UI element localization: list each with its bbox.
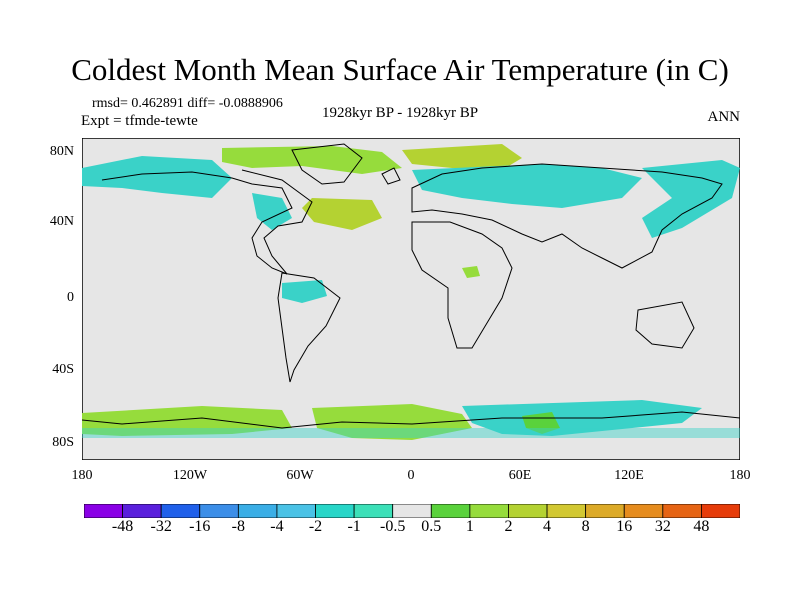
x-tick-label: 60W xyxy=(286,468,314,483)
colorbar-swatch xyxy=(430,504,471,518)
colorbar-swatch xyxy=(701,504,740,518)
colorbar-label: 32 xyxy=(654,518,671,535)
x-tick-label: 60E xyxy=(508,468,532,483)
period-text: 1928kyr BP - 1928kyr BP xyxy=(321,105,479,121)
colorbar-swatch xyxy=(199,504,239,518)
colorbar-label: 48 xyxy=(693,518,710,535)
colorbar-swatch xyxy=(662,504,702,518)
colorbar-label: -1 xyxy=(347,518,361,535)
colorbar-label: 2 xyxy=(504,518,513,535)
rmsd-diff-text: rmsd= 0.462891 diff= -0.0888906 xyxy=(92,96,283,111)
colorbar-label: -48 xyxy=(111,518,134,535)
colorbar-label: -2 xyxy=(308,518,323,535)
experiment-text: Expt = tfmde-tewte xyxy=(81,113,198,129)
colorbar-label: 0.5 xyxy=(421,518,442,535)
y-tick-label: 80S xyxy=(52,435,74,450)
y-tick-label: 40N xyxy=(49,214,74,229)
colorbar-swatch xyxy=(353,504,394,518)
colorbar-label: 1 xyxy=(465,518,474,535)
colorbar-label: -8 xyxy=(231,518,245,535)
y-tick-label: 40S xyxy=(52,362,74,377)
x-tick-label: 180 xyxy=(729,468,751,483)
colorbar xyxy=(84,504,740,518)
y-tick-label: 0 xyxy=(67,290,74,305)
x-tick-label: 120W xyxy=(172,468,208,483)
colorbar-swatch xyxy=(508,504,548,518)
colorbar-swatch xyxy=(237,504,278,518)
y-tick-label: 80N xyxy=(49,144,74,159)
colorbar-swatch xyxy=(623,504,664,518)
colorbar-label: 8 xyxy=(581,518,590,535)
colorbar-swatch xyxy=(276,504,316,518)
colorbar-label: -16 xyxy=(189,518,211,535)
colorbar-label: -0.5 xyxy=(380,518,406,535)
world-map xyxy=(82,138,740,460)
colorbar-label: 16 xyxy=(616,518,633,535)
colorbar-label: 4 xyxy=(543,518,552,535)
x-tick-label: 180 xyxy=(71,468,93,483)
colorbar-swatch xyxy=(84,504,123,518)
colorbar-swatch xyxy=(392,504,432,518)
coastlines xyxy=(82,143,740,429)
colorbar-swatch xyxy=(160,504,201,518)
colorbar-swatch xyxy=(122,504,162,518)
x-tick-label: 0 xyxy=(407,468,415,483)
map-title: Coldest Month Mean Surface Air Temperatu… xyxy=(71,52,729,87)
x-tick-label: 120E xyxy=(614,468,644,483)
colorbar-swatch xyxy=(315,504,355,518)
colorbar-swatch xyxy=(469,504,509,518)
colorbar-swatch xyxy=(546,504,587,518)
colorbar-swatch xyxy=(585,504,625,518)
season-text: ANN xyxy=(707,109,741,125)
colorbar-label: -32 xyxy=(150,518,172,535)
colorbar-label: -4 xyxy=(270,518,284,535)
